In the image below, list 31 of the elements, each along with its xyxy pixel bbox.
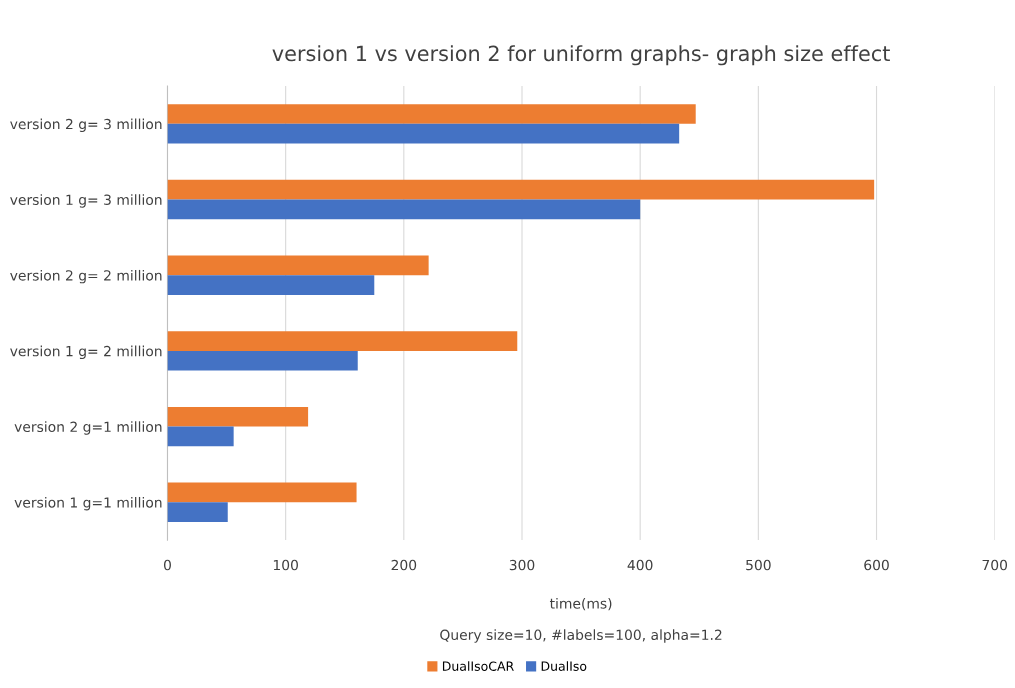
chart-title: version 1 vs version 2 for uniform graphs- graph size effect bbox=[272, 45, 890, 66]
x-axis-title: time(ms) bbox=[549, 597, 612, 611]
y-tick-label: version 2 g= 2 million bbox=[10, 269, 162, 284]
y-tick-label: version 1 g= 3 million bbox=[10, 194, 162, 208]
bar bbox=[167, 255, 429, 276]
x-tick-label: 500 bbox=[746, 559, 771, 571]
bar bbox=[167, 502, 228, 522]
y-tick-label: version 1 g=1 million bbox=[14, 496, 162, 511]
y-tick-label: version 1 g= 2 million bbox=[10, 345, 162, 360]
bar bbox=[167, 179, 875, 200]
x-tick-label: 200 bbox=[391, 559, 417, 571]
x-tick-label: 700 bbox=[982, 559, 1008, 571]
x-tick-label: 400 bbox=[627, 559, 653, 571]
legend-label: DualIsoCAR bbox=[442, 661, 514, 671]
bar bbox=[167, 482, 357, 503]
bar bbox=[167, 406, 309, 427]
y-tick-label: version 2 g=1 million bbox=[14, 421, 162, 435]
bar bbox=[167, 331, 518, 351]
bar bbox=[167, 199, 641, 220]
bar bbox=[167, 350, 358, 371]
text: Query size=10, #labels=100, alpha=1.2 bbox=[440, 629, 722, 643]
x-tick-label: 0 bbox=[163, 559, 171, 571]
bar bbox=[167, 104, 696, 124]
legend-label: DualIso bbox=[541, 661, 587, 671]
bar bbox=[167, 426, 234, 447]
x-tick-label: 300 bbox=[509, 559, 535, 571]
x-tick-label: 100 bbox=[273, 559, 298, 571]
y-tick-label: version 2 g= 3 million bbox=[10, 118, 162, 133]
x-tick-label: 600 bbox=[864, 559, 889, 571]
bar bbox=[167, 275, 375, 295]
bar bbox=[167, 123, 680, 144]
